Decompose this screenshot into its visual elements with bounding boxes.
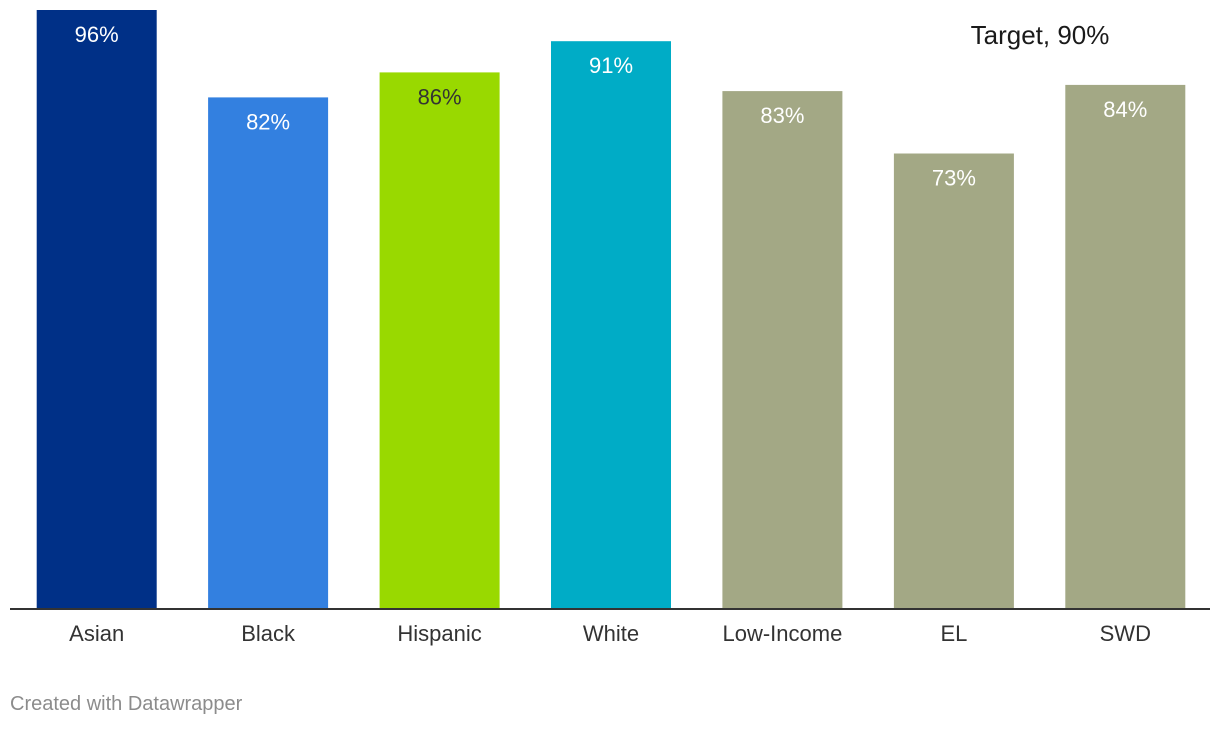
value-label-black: 82%: [246, 109, 290, 134]
category-label-el: EL: [940, 621, 967, 646]
category-label-hispanic: Hispanic: [397, 621, 481, 646]
bar-hispanic: [379, 72, 500, 609]
value-label-el: 73%: [932, 166, 976, 191]
category-label-white: White: [583, 621, 639, 646]
category-label-asian: Asian: [69, 621, 124, 646]
value-label-asian: 96%: [75, 22, 119, 47]
category-label-black: Black: [241, 621, 296, 646]
value-label-white: 91%: [589, 53, 633, 78]
bar-white: [551, 41, 671, 609]
value-label-low-income: 83%: [760, 103, 804, 128]
bar-swd: [1065, 84, 1186, 609]
footer-credit: Created with Datawrapper: [10, 693, 243, 715]
bar-asian: [36, 10, 157, 609]
category-label-low-income: Low-Income: [722, 621, 842, 646]
target-label: Target, 90%: [971, 20, 1110, 50]
value-labels-layer: 96% 82% 86% 91% 83% 73% 84%: [75, 22, 1148, 191]
value-label-hispanic: 86%: [418, 84, 462, 109]
bar-el: [893, 153, 1014, 609]
bar-black: [208, 97, 329, 610]
value-label-swd: 84%: [1103, 97, 1147, 122]
category-labels-layer: Asian Black Hispanic White Low-Income EL SWD: [69, 621, 1151, 646]
bar-low-income: [722, 91, 843, 610]
category-label-swd: SWD: [1100, 621, 1151, 646]
bars-layer: [36, 10, 1186, 610]
